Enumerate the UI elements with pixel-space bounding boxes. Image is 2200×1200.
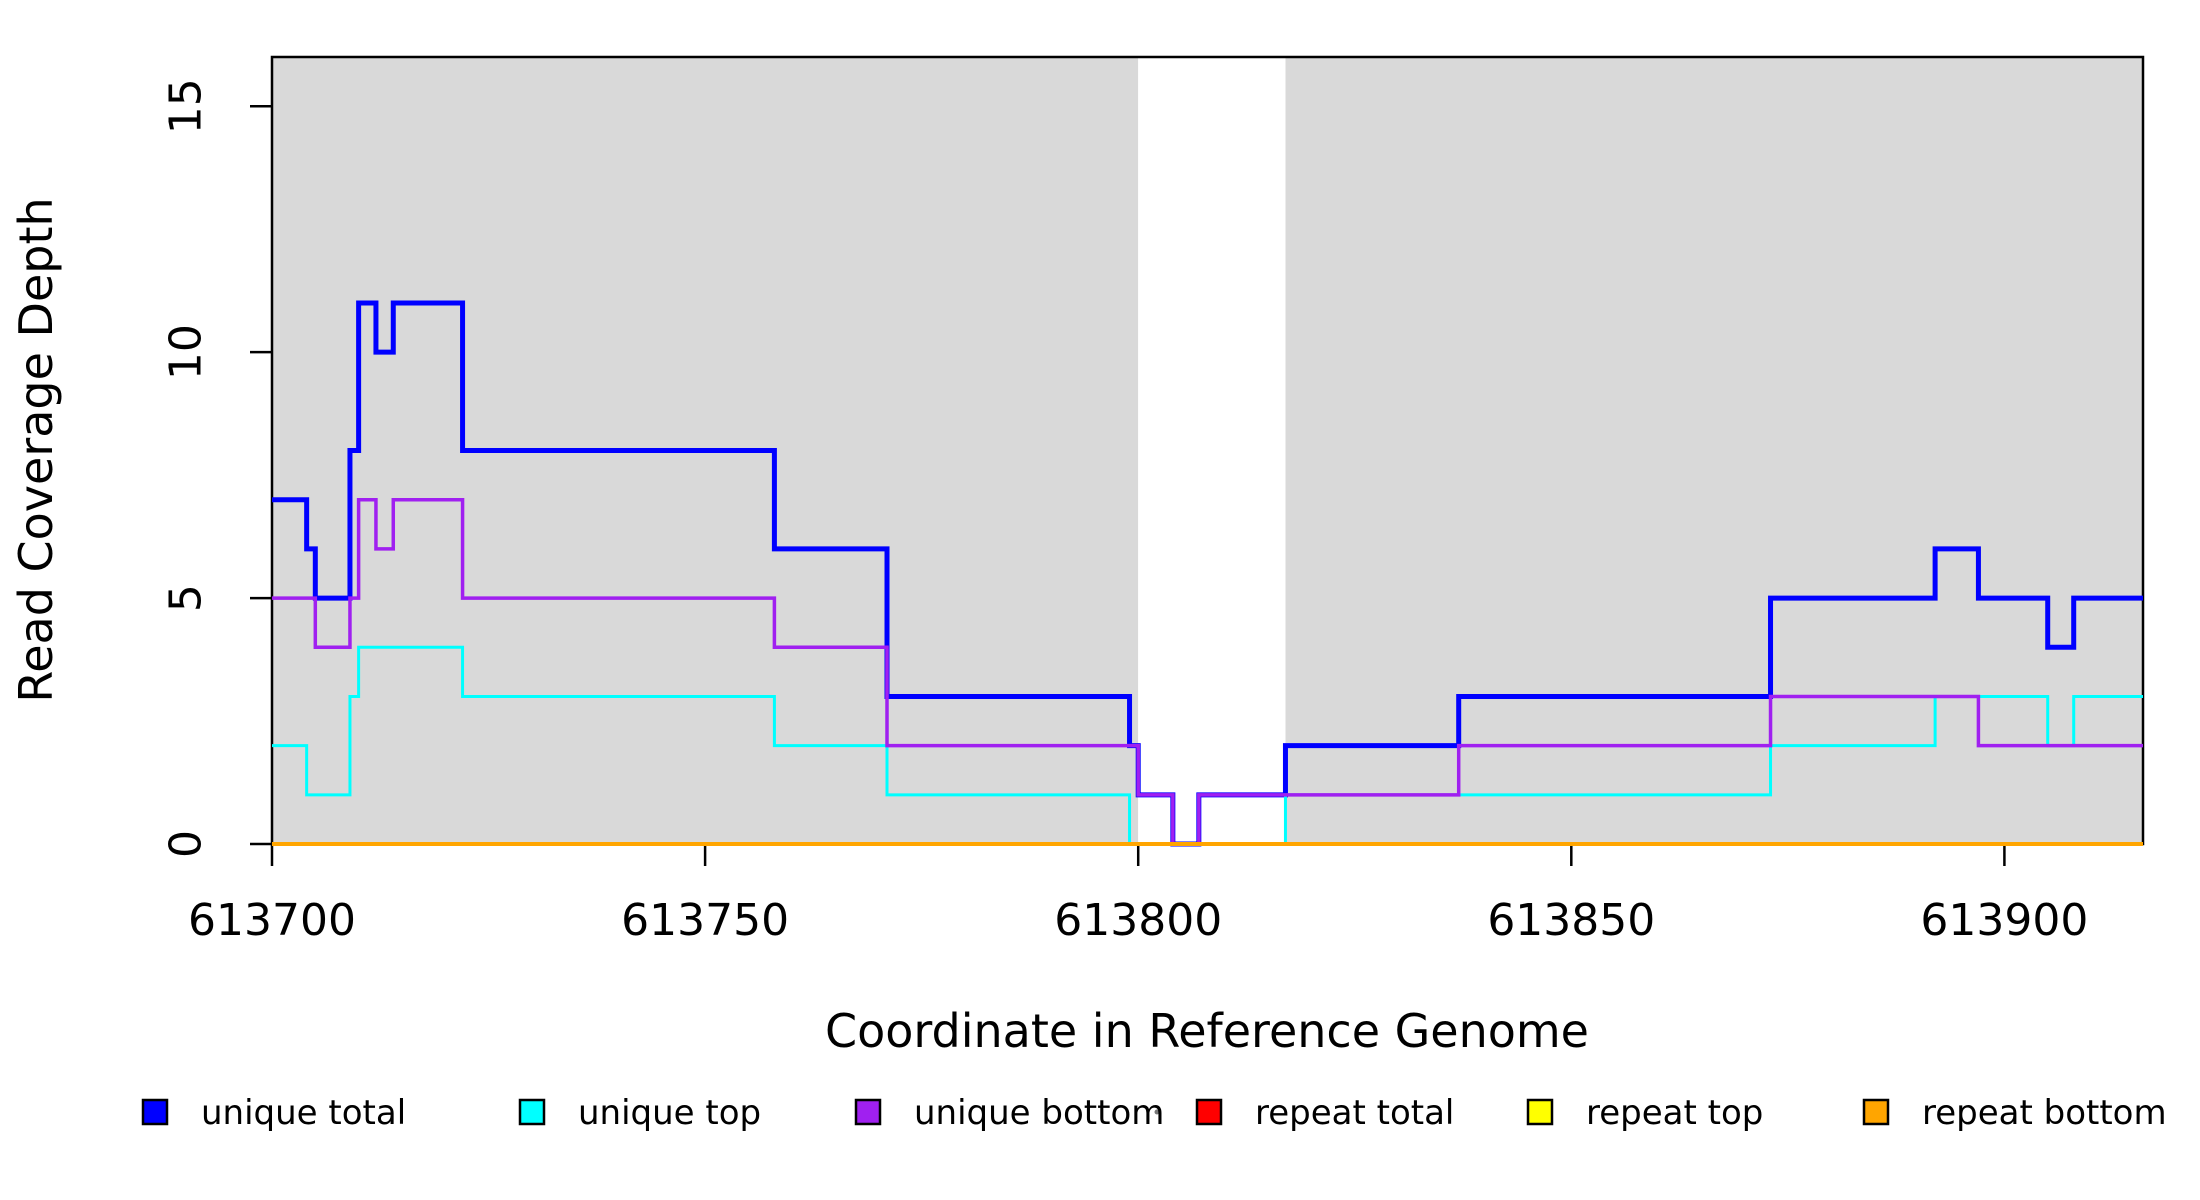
legend-label: repeat top (1586, 1093, 1763, 1133)
legend-item-repeat-top: repeat top (1526, 1093, 1763, 1133)
legend-swatch-repeat-top (1526, 1098, 1554, 1126)
legend-label: unique top (578, 1093, 761, 1133)
x-axis-tick-label: 613750 (621, 895, 789, 946)
plot-area: 613700 613750 613800 613850 613900 0 5 10 15 (161, 55, 2145, 946)
legend-label: repeat total (1255, 1093, 1454, 1133)
legend-swatch-unique-bottom (854, 1098, 882, 1126)
x-axis-title: Coordinate in Reference Genome (825, 1004, 1589, 1058)
panel-shaded-region (1285, 57, 2143, 844)
legend-swatch-repeat-bottom (1862, 1098, 1890, 1126)
legend-swatch-repeat-total (1195, 1098, 1223, 1126)
y-axis-tick-label: 0 (161, 830, 212, 858)
legend-swatch-unique-top (518, 1098, 546, 1126)
series-line-unique-bottom (272, 497, 2143, 846)
x-axis-tick-label: 613850 (1487, 895, 1655, 946)
series-line-unique-top (272, 645, 2143, 846)
legend-label: unique bottom (914, 1093, 1164, 1133)
y-axis-title: Read Coverage Depth (9, 197, 63, 702)
legend-label: unique total (201, 1093, 406, 1133)
x-axis-tick-label: 613900 (1920, 895, 2088, 946)
y-axis-tick-label: 10 (161, 324, 212, 380)
x-axis-tick-label: 613700 (188, 895, 356, 946)
legend-item-unique-top: unique top (518, 1093, 761, 1133)
legend-item-unique-total: unique total (141, 1093, 406, 1133)
legend-item-repeat-total: repeat total (1195, 1093, 1454, 1133)
legend-label: repeat bottom (1922, 1093, 2167, 1133)
legend-item-unique-bottom: unique bottom (854, 1093, 1164, 1133)
x-axis-tick-label: 613800 (1054, 895, 1222, 946)
coverage-gap-region (1138, 57, 1286, 844)
y-axis-tick-label: 5 (161, 584, 212, 612)
legend: unique total unique top unique bottom repea… (141, 1093, 2167, 1133)
stray-dot (1154, 1109, 1160, 1115)
legend-swatch-unique-total (141, 1098, 169, 1126)
legend-item-repeat-bottom: repeat bottom (1862, 1093, 2167, 1133)
y-axis-tick-label: 15 (161, 78, 212, 134)
